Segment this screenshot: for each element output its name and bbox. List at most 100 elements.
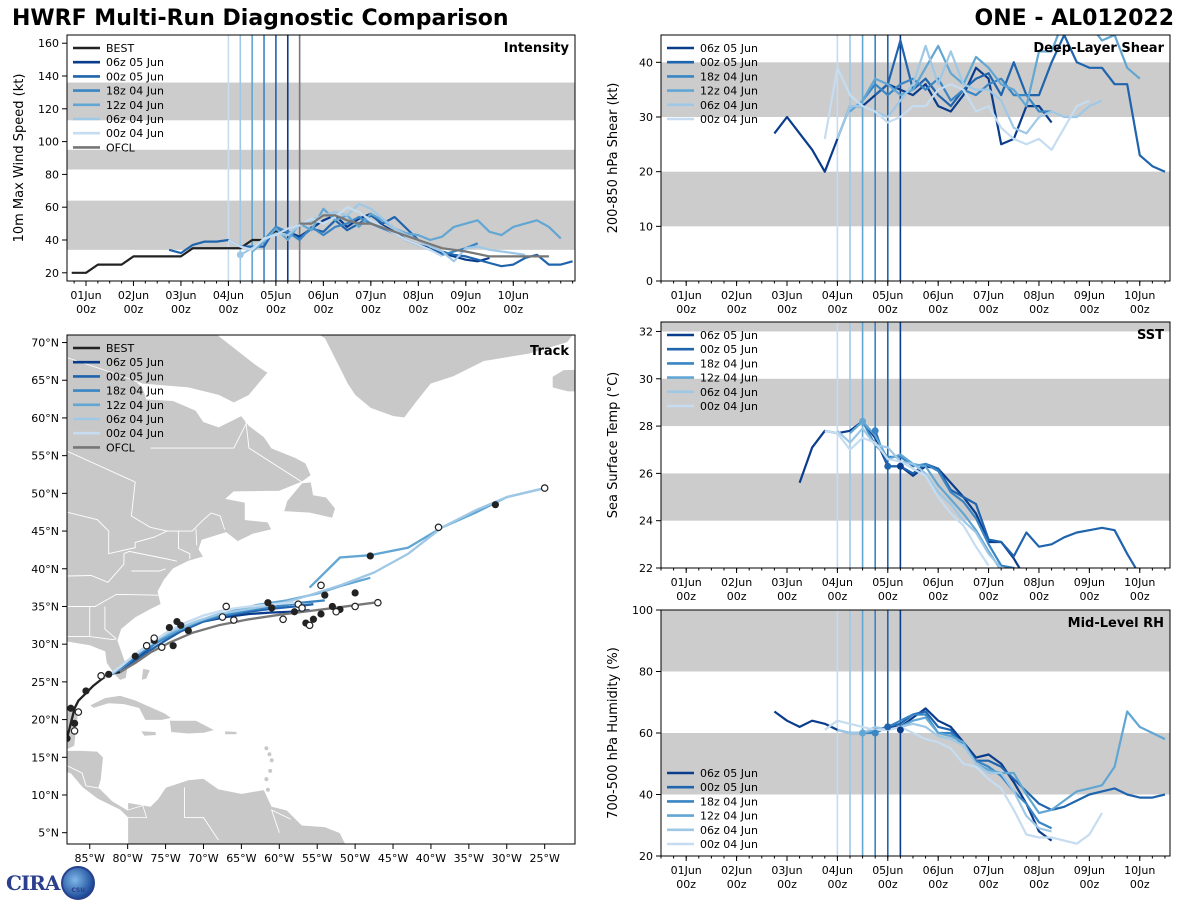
x-tick-label: 01Jun [671, 289, 702, 302]
track-point-filled [184, 626, 192, 635]
shaded-band-0 [661, 733, 1170, 795]
track-00z-04-jun [104, 601, 295, 680]
y-tick-label: 60 [45, 201, 59, 214]
land-island-5 [265, 787, 270, 792]
cira-logo-text: CIRA [6, 871, 60, 895]
track-point-filled [268, 604, 276, 612]
track-point-open [434, 523, 443, 532]
lat-tick-label: 15°N [31, 751, 59, 764]
legend-entry: 00z 04 Jun [106, 127, 164, 140]
land-south-america [127, 777, 347, 844]
land-island-4 [264, 777, 269, 782]
x-tick-label: 05Jun [872, 576, 903, 589]
cira-logo: CIRA CSU [6, 866, 96, 900]
x-tick-label: 00z [928, 303, 948, 316]
x-tick-label: 08Jun [1023, 576, 1054, 589]
lat-tick-label: 30°N [31, 638, 59, 651]
x-tick-label: 00z [76, 303, 96, 316]
y-tick-label: 20 [45, 267, 59, 280]
track-point-open [150, 634, 158, 642]
y-tick-label: 24 [639, 515, 653, 528]
y-axis-label: 200-850 hPa Shear (kt) [606, 83, 621, 234]
lon-tick-label: 30°W [492, 852, 522, 865]
land-newfoundland [283, 481, 336, 519]
track-point-open [305, 621, 314, 630]
plot-area-sst [661, 322, 1170, 568]
x-tick-label: 08Jun [1023, 289, 1054, 302]
legend-entry: 00z 05 Jun [700, 343, 758, 356]
init-marker-3 [896, 462, 904, 470]
track-point-filled [491, 501, 499, 509]
legend-entry: BEST [106, 42, 134, 55]
lat-tick-label: 70°N [31, 337, 59, 350]
lat-tick-label: 45°N [31, 525, 59, 538]
track-point-filled [351, 589, 359, 597]
x-tick-label: 00z [676, 878, 696, 891]
x-tick-label: 00z [1130, 303, 1150, 316]
legend-entry: 00z 05 Jun [700, 56, 758, 69]
land-puerto-rico [224, 730, 238, 736]
legend-entry: OFCL [106, 441, 136, 454]
track-point-open [317, 581, 325, 590]
panel-title: Track [530, 344, 569, 359]
track-point-open [74, 708, 83, 716]
legend-entry: 00z 05 Jun [106, 370, 164, 383]
border-quebec-labrador [150, 417, 250, 449]
y-tick-label: 40 [45, 234, 59, 247]
track-point-open [332, 607, 340, 616]
x-tick-label: 00z [928, 590, 948, 603]
series-00z-04-jun [824, 429, 990, 567]
lon-tick-label: 45°W [378, 852, 408, 865]
x-tick-label: 05Jun [872, 289, 903, 302]
y-tick-label: 22 [639, 562, 653, 575]
y-tick-label: 160 [38, 37, 59, 50]
x-tick-label: 00z [1130, 590, 1150, 603]
x-tick-label: 07Jun [355, 289, 386, 302]
x-tick-label: 02Jun [721, 576, 752, 589]
track-point-open [157, 643, 166, 651]
shaded-band-0 [661, 171, 1170, 227]
x-tick-label: 03Jun [771, 864, 802, 877]
x-tick-label: 00z [171, 303, 191, 316]
shaded-band-1 [661, 610, 1170, 672]
lat-tick-label: 65°N [31, 374, 59, 387]
track-point-open [298, 604, 306, 612]
border-central-1 [52, 731, 65, 752]
series-00z-05-jun [874, 35, 1166, 173]
panel-title: Deep-Layer Shear [1033, 41, 1164, 56]
land-iceland [551, 369, 575, 393]
shaded-band-1 [661, 62, 1170, 117]
track-point-filled [177, 621, 185, 629]
track-point-filled [321, 591, 329, 599]
legend-entry: 06z 05 Jun [700, 329, 758, 342]
x-tick-label: 00z [827, 303, 847, 316]
border-state-1 [67, 593, 160, 607]
y-tick-label: 80 [639, 666, 653, 679]
y-tick-label: 26 [639, 467, 653, 480]
y-tick-label: 40 [639, 56, 653, 69]
x-tick-label: 00z [979, 303, 999, 316]
legend-entry: 18z 04 Jun [106, 85, 164, 98]
x-tick-label: 03Jun [165, 289, 196, 302]
track-point-open [374, 598, 382, 607]
lon-tick-label: 55°W [302, 852, 332, 865]
lon-tick-label: 80°W [112, 852, 142, 865]
shaded-band-1 [661, 378, 1170, 427]
lat-tick-label: 25°N [31, 676, 59, 689]
land-greenland [318, 335, 574, 419]
track-point-filled [328, 602, 336, 611]
land-island-1 [267, 752, 272, 757]
track-point-open [351, 602, 359, 611]
x-tick-label: 04Jun [822, 864, 853, 877]
border-central-2 [67, 765, 100, 789]
series-06z-04-jun [239, 202, 526, 263]
x-tick-label: 01Jun [70, 289, 101, 302]
legend-entry: 12z 04 Jun [700, 810, 758, 823]
init-marker-1 [871, 427, 879, 435]
x-tick-label: 00z [979, 590, 999, 603]
x-tick-label: 00z [878, 303, 898, 316]
legend-entry: 00z 05 Jun [700, 781, 758, 794]
